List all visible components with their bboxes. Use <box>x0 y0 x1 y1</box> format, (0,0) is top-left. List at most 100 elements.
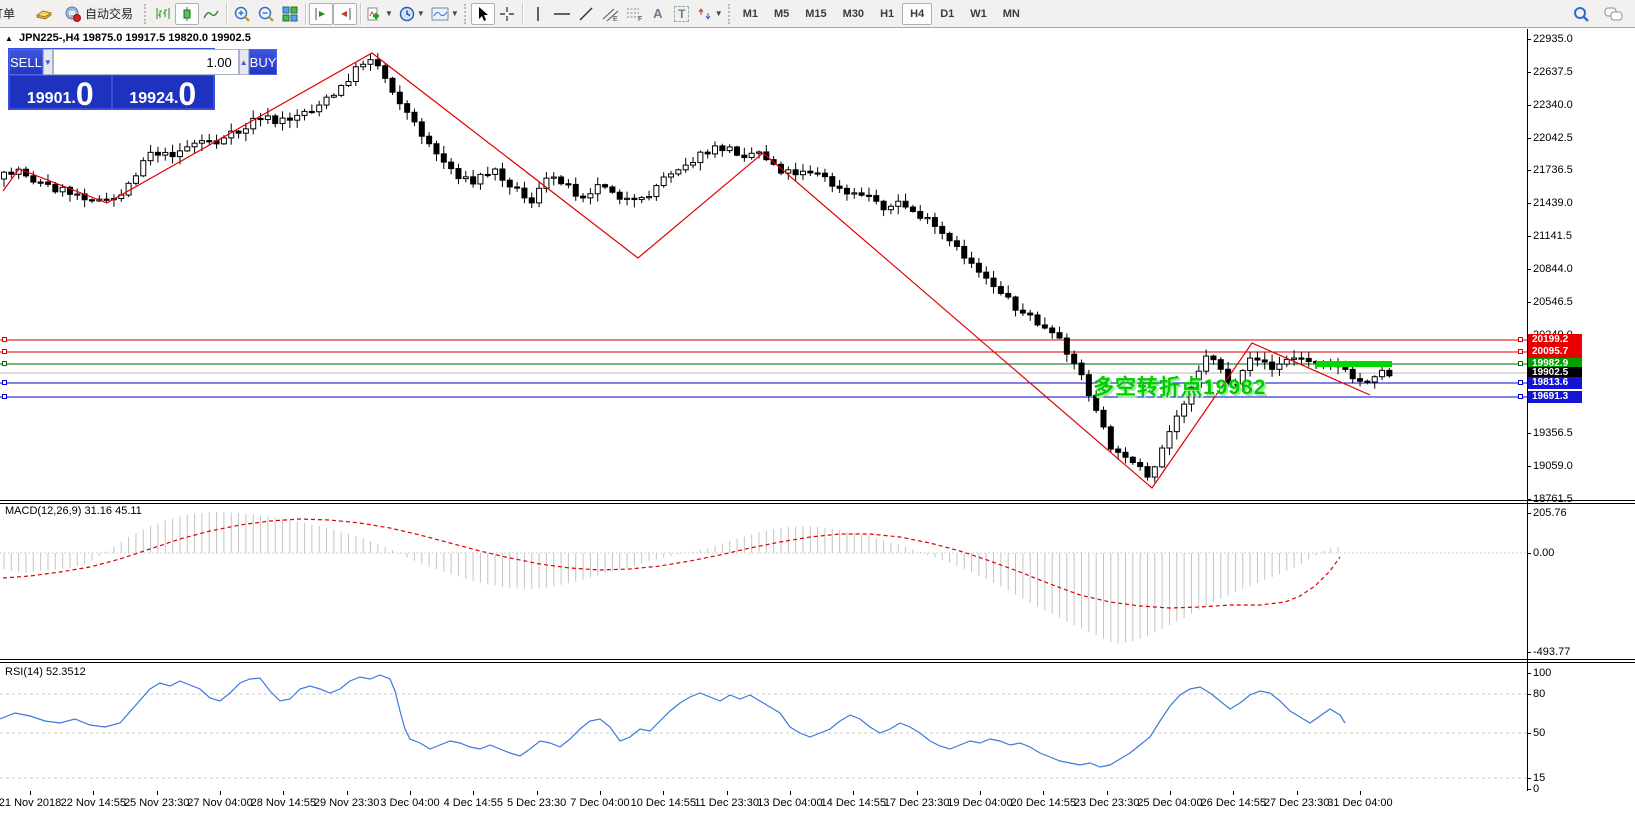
y-axis-label: 22935.0 <box>1533 33 1573 45</box>
timeframe-button-d1[interactable]: D1 <box>940 7 955 20</box>
time-axis-tick <box>1043 791 1045 795</box>
chevron-down-icon: ▼ <box>416 9 425 18</box>
rsi-axis-label: 100 <box>1533 667 1552 679</box>
buy-button[interactable]: BUY <box>248 49 278 75</box>
line-drag-handle[interactable] <box>1518 394 1523 399</box>
line-drag-handle[interactable] <box>1518 380 1523 385</box>
y-axis-label-tick <box>1527 138 1531 139</box>
text-button[interactable]: A <box>646 3 670 25</box>
search-icon[interactable] <box>1569 3 1593 25</box>
volume-decrease-button[interactable]: ▼ <box>42 49 53 75</box>
chart-autoscroll-button[interactable] <box>333 2 357 25</box>
line-chart-button[interactable] <box>199 3 223 25</box>
panel-divider <box>0 503 1635 504</box>
toolbar-separator <box>521 2 523 25</box>
trendline-button[interactable] <box>574 3 598 25</box>
buy-price[interactable]: 19924. 0 <box>111 75 214 110</box>
time-axis-tick <box>409 791 411 795</box>
y-axis-label-tick <box>1527 39 1531 40</box>
volume-increase-button[interactable]: ▲ <box>238 49 249 75</box>
line-drag-handle[interactable] <box>2 394 7 399</box>
price-level-tag: 20199.2 <box>1528 334 1582 346</box>
line-drag-handle[interactable] <box>2 349 7 354</box>
line-drag-handle[interactable] <box>1518 349 1523 354</box>
vertical-line-button[interactable] <box>526 3 550 25</box>
sell-button[interactable]: SELL <box>9 49 43 75</box>
time-axis-label: 29 Nov 23:30 <box>313 797 380 809</box>
volume-input[interactable] <box>52 49 239 75</box>
templates-button[interactable]: ▼ <box>428 3 462 25</box>
periods-button[interactable]: ▼ <box>396 3 428 25</box>
time-axis-tick <box>536 791 538 795</box>
line-drag-handle[interactable] <box>2 361 7 366</box>
timeframe-button-mn[interactable]: MN <box>1002 7 1020 20</box>
time-axis-tick <box>663 791 665 795</box>
orders-button[interactable]: 订单 <box>0 4 32 24</box>
rsi-label: RSI(14) 52.3512 <box>5 666 86 678</box>
time-axis[interactable]: 21 Nov 2018 22 Nov 14:55 25 Nov 23:30 27 No… <box>0 791 1635 816</box>
sell-price-main: 19901 <box>26 90 72 107</box>
autotrade-label: 自动交易 <box>84 7 133 21</box>
y-axis-label: 22637.5 <box>1533 66 1573 78</box>
rsi-axis-label-tick <box>1527 789 1531 790</box>
line-drag-handle[interactable] <box>1518 361 1523 366</box>
time-axis-tick <box>1169 791 1171 795</box>
arrows-button[interactable]: ▼ <box>694 3 726 25</box>
sell-price[interactable]: 19901. 0 <box>9 75 112 110</box>
timeframe-button-m15[interactable]: M15 <box>805 7 827 20</box>
line-drag-handle[interactable] <box>2 380 7 385</box>
candlestick-button[interactable] <box>175 2 199 25</box>
line-drag-handle[interactable] <box>1518 337 1523 342</box>
chart-annotation-text[interactable]: 多空转折点19982 <box>1093 376 1267 399</box>
indicators-button[interactable]: ▼ <box>364 3 396 25</box>
macd-axis-label-tick <box>1527 553 1531 554</box>
rsi-axis-label: 0 <box>1533 783 1540 795</box>
chat-icon[interactable] <box>1601 3 1627 25</box>
toolbar-grip <box>144 3 149 24</box>
svg-text:E: E <box>613 16 618 22</box>
timeframe-button-w1[interactable]: W1 <box>970 7 987 20</box>
time-axis-tick <box>473 791 475 795</box>
fibonacci-button[interactable]: F <box>622 3 646 25</box>
y-axis-label: 20546.5 <box>1533 296 1573 308</box>
time-axis-tick <box>726 791 728 795</box>
history-book-icon[interactable] <box>32 3 56 25</box>
timeframe-button-m5[interactable]: M5 <box>773 7 790 20</box>
time-axis-label: 28 Nov 14:55 <box>250 797 317 809</box>
timeframe-button-m1[interactable]: M1 <box>742 7 758 20</box>
bar-chart-button[interactable] <box>151 3 175 25</box>
macd-axis-label: 0.00 <box>1533 547 1555 559</box>
macd-axis-label: 205.76 <box>1533 507 1567 519</box>
zoom-out-button[interactable] <box>254 3 278 25</box>
macd-axis-label-tick <box>1527 652 1531 653</box>
collapse-arrow-icon[interactable]: ▲ <box>5 34 13 43</box>
symbol-period: JPN225-,H4 <box>18 32 80 44</box>
cursor-button[interactable] <box>470 2 495 25</box>
toolbar-grip <box>463 3 469 24</box>
panel-divider <box>0 659 1635 660</box>
timeframe-button-m30[interactable]: M30 <box>842 7 865 20</box>
time-axis-tick <box>853 791 855 795</box>
highlight-trendline[interactable] <box>1316 361 1392 367</box>
chart-shift-button[interactable] <box>309 2 333 25</box>
time-axis-tick <box>219 791 221 795</box>
timeframe-button-h1[interactable]: H1 <box>880 7 895 20</box>
sell-price-dot: . <box>71 90 76 107</box>
timeframe-button-h4[interactable]: H4 <box>902 2 933 25</box>
time-axis-label: 27 Dec 23:30 <box>1263 797 1330 809</box>
time-axis-label: 19 Dec 04:00 <box>947 797 1013 809</box>
horizontal-line-button[interactable] <box>550 3 574 25</box>
autotrade-button[interactable]: 自动交易 <box>56 3 142 25</box>
line-drag-handle[interactable] <box>2 337 7 342</box>
crosshair-button[interactable] <box>495 3 519 25</box>
equidistant-channel-button[interactable]: E <box>598 3 622 25</box>
zoom-in-button[interactable] <box>230 3 254 25</box>
price-chart[interactable] <box>0 29 1527 501</box>
price-level-tag: 20095.7 <box>1528 346 1582 358</box>
price-axis-border <box>1527 29 1528 793</box>
chart-window: ▲ JPN225-,H4 19875.0 19917.5 19820.0 199… <box>0 29 1635 816</box>
text-label-button[interactable]: T <box>670 3 694 25</box>
rsi-axis-label: 80 <box>1533 688 1546 700</box>
time-axis-tick <box>30 791 31 795</box>
tile-windows-button[interactable] <box>278 3 302 25</box>
